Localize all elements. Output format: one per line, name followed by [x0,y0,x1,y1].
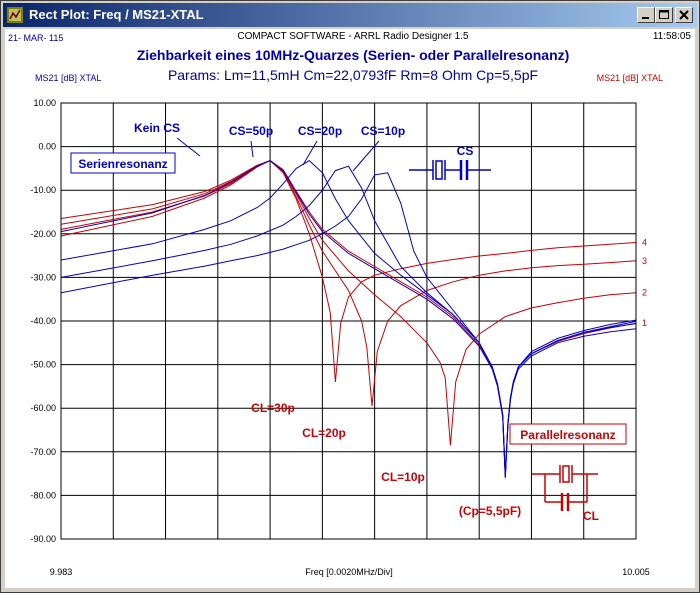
chart-title: Ziehbarkeit eines 10MHz-Quarzes (Serien-… [137,47,570,63]
red-series-line-2 [60,160,637,407]
serienresonanz-label: Serienresonanz [78,157,167,171]
y-axis-ticks: 10.00 0.00 -10.00 -20.00 -30.00 -40.00 -50.00 -… [30,98,56,544]
plot-grid [61,103,636,539]
cs10-pointer [352,140,380,172]
title-bar[interactable]: Rect Plot: Freq / MS21-XTAL [3,3,697,27]
serienresonanz-box [70,152,176,174]
plot-frame [60,102,637,540]
cl10-label: CL=10p [381,470,425,484]
cs50-label: CS=50p [229,124,273,138]
y-tick-label: -10.00 [30,185,56,195]
y-tick-label: 10.00 [33,98,56,108]
y-tick-label: -90.00 [30,534,56,544]
y-tick-label: -40.00 [30,316,56,326]
cs-schematic-label: CS [457,144,474,158]
x-tick-label-start: 9.983 [50,567,73,577]
chart-subtitle: Params: Lm=11,5mH Cm=22,0793fF Rm=8 Ohm … [168,67,538,83]
blue-series-line-4 [60,172,637,476]
maximize-button[interactable] [655,7,673,23]
cl20-label: CL=20p [302,426,346,440]
cs50-pointer [250,140,254,158]
y-tick-label: -50.00 [30,360,56,370]
y-tick-label: -30.00 [30,272,56,282]
right-series-label: MS21 [dB] XTAL [597,73,663,83]
parallel-capacitor-schematic [532,465,598,511]
cs20-label: CS=20p [298,124,342,138]
time-label: 11:58:05 [653,31,692,42]
blue-series-line-3 [60,165,637,476]
close-icon [679,10,689,20]
series-capacitor-schematic [409,160,491,180]
y-tick-label: -80.00 [30,490,56,500]
software-label: COMPACT SOFTWARE - ARRL Radio Designer 1… [237,31,469,42]
chart-canvas: 21- MAR- 115 COMPACT SOFTWARE - ARRL Rad… [8,31,692,577]
x-tick-label-end: 10.005 [622,567,650,577]
date-label: 21- MAR- 115 [8,33,63,43]
cs10-label: CS=10p [361,124,405,138]
kein-cs-label: Kein CS [134,121,180,135]
plot-area: 21- MAR- 115 COMPACT SOFTWARE - ARRL Rad… [5,29,695,588]
close-button[interactable] [675,7,693,23]
y-tick-label: -70.00 [30,447,56,457]
y-tick-label: -20.00 [30,229,56,239]
maximize-icon [659,10,669,19]
cl-schematic-label: CL [583,509,599,523]
blue-series-group [60,159,637,479]
cl30-label: CL=30p [251,401,295,415]
kein-cs-pointer [176,137,201,157]
minimize-icon [642,17,649,19]
red-series-end-label: 1 [642,318,647,328]
x-axis-label: Freq [0.0020MHz/Div] [305,567,393,577]
left-series-label: MS21 [dB] XTAL [35,73,101,83]
y-tick-label: 0.00 [38,142,56,152]
red-series-end-label: 4 [642,238,647,248]
y-tick-label: -60.00 [30,403,56,413]
red-series-end-label: 2 [642,288,647,298]
parallelresonanz-label: Parallelresonanz [520,428,615,442]
red-series-end-label: 3 [642,256,647,266]
cp-label: (Cp=5,5pF) [459,504,521,518]
red-series-line-3 [60,160,637,446]
plot-app-icon [7,7,23,23]
cs20-pointer [302,140,318,166]
parallelresonanz-box [509,423,627,445]
window-title: Rect Plot: Freq / MS21-XTAL [29,7,204,22]
minimize-button[interactable] [637,7,655,23]
